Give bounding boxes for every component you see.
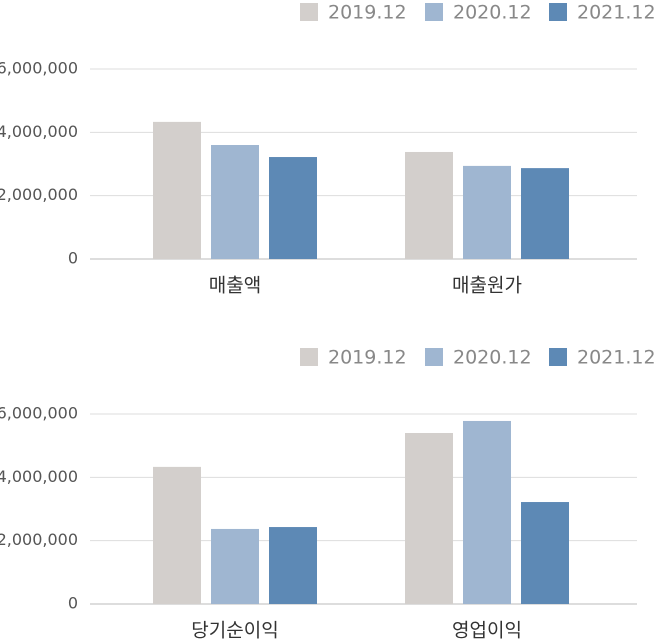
legend-label: 2020.12 — [453, 347, 532, 369]
legend-swatch — [300, 3, 318, 21]
legend-swatch — [549, 3, 567, 21]
legend-label: 2019.12 — [328, 347, 407, 369]
bar — [153, 466, 201, 604]
bar — [153, 121, 201, 259]
x-tick-label: 매출원가 — [452, 275, 522, 297]
y-tick-label: 6,000,000 — [0, 59, 78, 78]
legend-label: 2021.12 — [577, 2, 655, 24]
x-tick-label: 당기순이익 — [191, 620, 278, 641]
bar — [211, 145, 259, 259]
legend-swatch — [300, 348, 318, 366]
bar — [269, 527, 317, 604]
y-tick-label: 0 — [68, 249, 78, 268]
y-tick-label: 6,000,000 — [0, 404, 78, 423]
bar — [521, 168, 569, 259]
bar — [463, 420, 511, 604]
bar — [269, 157, 317, 259]
legend-swatch — [425, 3, 443, 21]
y-tick-label: 2,000,000 — [0, 185, 78, 204]
bar — [405, 151, 453, 259]
bar — [463, 165, 511, 259]
legend-swatch — [549, 348, 567, 366]
y-tick-label: 2,000,000 — [0, 530, 78, 549]
y-tick-label: 4,000,000 — [0, 122, 78, 141]
legend-label: 2019.12 — [328, 2, 407, 24]
y-tick-label: 4,000,000 — [0, 467, 78, 486]
legend-label: 2021.12 — [577, 347, 655, 369]
x-tick-label: 영업이익 — [452, 620, 522, 641]
bar — [521, 502, 569, 604]
legend-label: 2020.12 — [453, 2, 532, 24]
y-tick-label: 0 — [68, 594, 78, 613]
bar — [405, 433, 453, 604]
x-tick-label: 매출액 — [209, 275, 261, 297]
legend-swatch — [425, 348, 443, 366]
bar — [211, 528, 259, 604]
